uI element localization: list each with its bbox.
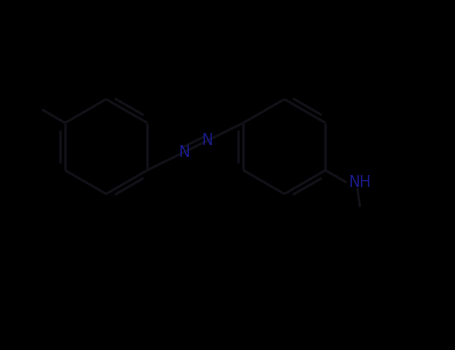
Text: N: N (178, 145, 189, 160)
Text: N: N (201, 133, 212, 148)
Text: NH: NH (349, 175, 372, 190)
